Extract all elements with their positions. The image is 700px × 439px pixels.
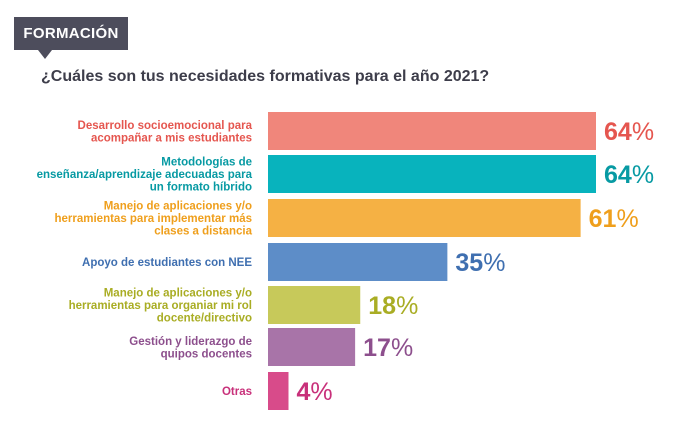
bar-5 (268, 328, 356, 366)
bar-2 (268, 199, 581, 237)
chart-question-title: ¿Cuáles son tus necesidades formativas p… (41, 68, 490, 85)
category-label-2: Manejo de aplicaciones y/o herramientas p… (54, 201, 252, 238)
category-label-5: Gestión y liderazgo de quipos docentes (129, 336, 252, 361)
category-label-1: Metodologías de enseñanza/aprendizaje ade… (37, 157, 253, 194)
section-tag: FORMACIÓN (14, 17, 128, 50)
section-tag-pointer (38, 50, 52, 59)
bar-1 (268, 155, 596, 193)
value-label-5: 17% (363, 334, 413, 362)
value-label-3: 35% (455, 249, 505, 277)
category-label-4: Manejo de aplicaciones y/o herramientas p… (69, 288, 252, 325)
bar-3 (268, 243, 448, 281)
category-label-3: Apoyo de estudiantes con NEE (82, 257, 252, 269)
value-label-0: 64% (604, 118, 654, 146)
bar-4 (268, 286, 361, 324)
bar-6 (268, 372, 289, 410)
value-label-2: 61% (589, 205, 639, 233)
value-label-1: 64% (604, 161, 654, 189)
value-label-6: 4% (297, 378, 333, 406)
bar-0 (268, 112, 596, 150)
category-label-6: Otras (222, 386, 252, 398)
value-label-4: 18% (368, 292, 418, 320)
category-label-0: Desarrollo socioemocional para acompañar … (78, 120, 253, 145)
